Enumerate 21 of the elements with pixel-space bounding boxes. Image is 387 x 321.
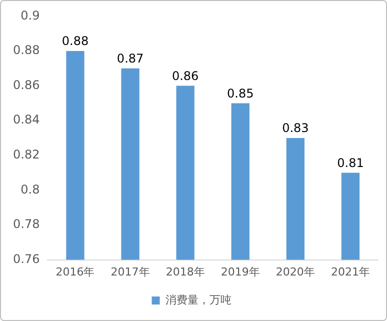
y-tick-label: 0.86 [13,78,40,92]
data-label: 0.86 [172,68,199,83]
data-label: 0.85 [227,86,254,100]
y-tick-label: 0.84 [13,112,40,127]
y-tick-label: 0.82 [13,148,40,162]
data-label: 0.83 [282,121,309,136]
data-label: 0.88 [62,34,89,48]
y-tick-label: 0.88 [13,43,40,58]
y-tick-label: 0.8 [20,182,40,196]
x-tick-label: 2016年 [56,265,95,278]
x-tick-label: 2019年 [220,265,260,278]
data-label: 0.81 [337,156,364,170]
x-tick-label: 2018年 [166,265,205,278]
y-tick-label: 0.78 [13,217,40,232]
legend-label: 消费量，万吨 [165,293,232,306]
x-tick-label: 2021年 [330,265,370,278]
y-tick-label: 0.9 [20,8,40,22]
x-tick-label: 2017年 [110,265,150,278]
y-tick-label: 0.76 [13,252,40,266]
x-tick-label: 2020年 [276,265,315,278]
data-label: 0.87 [116,52,144,66]
